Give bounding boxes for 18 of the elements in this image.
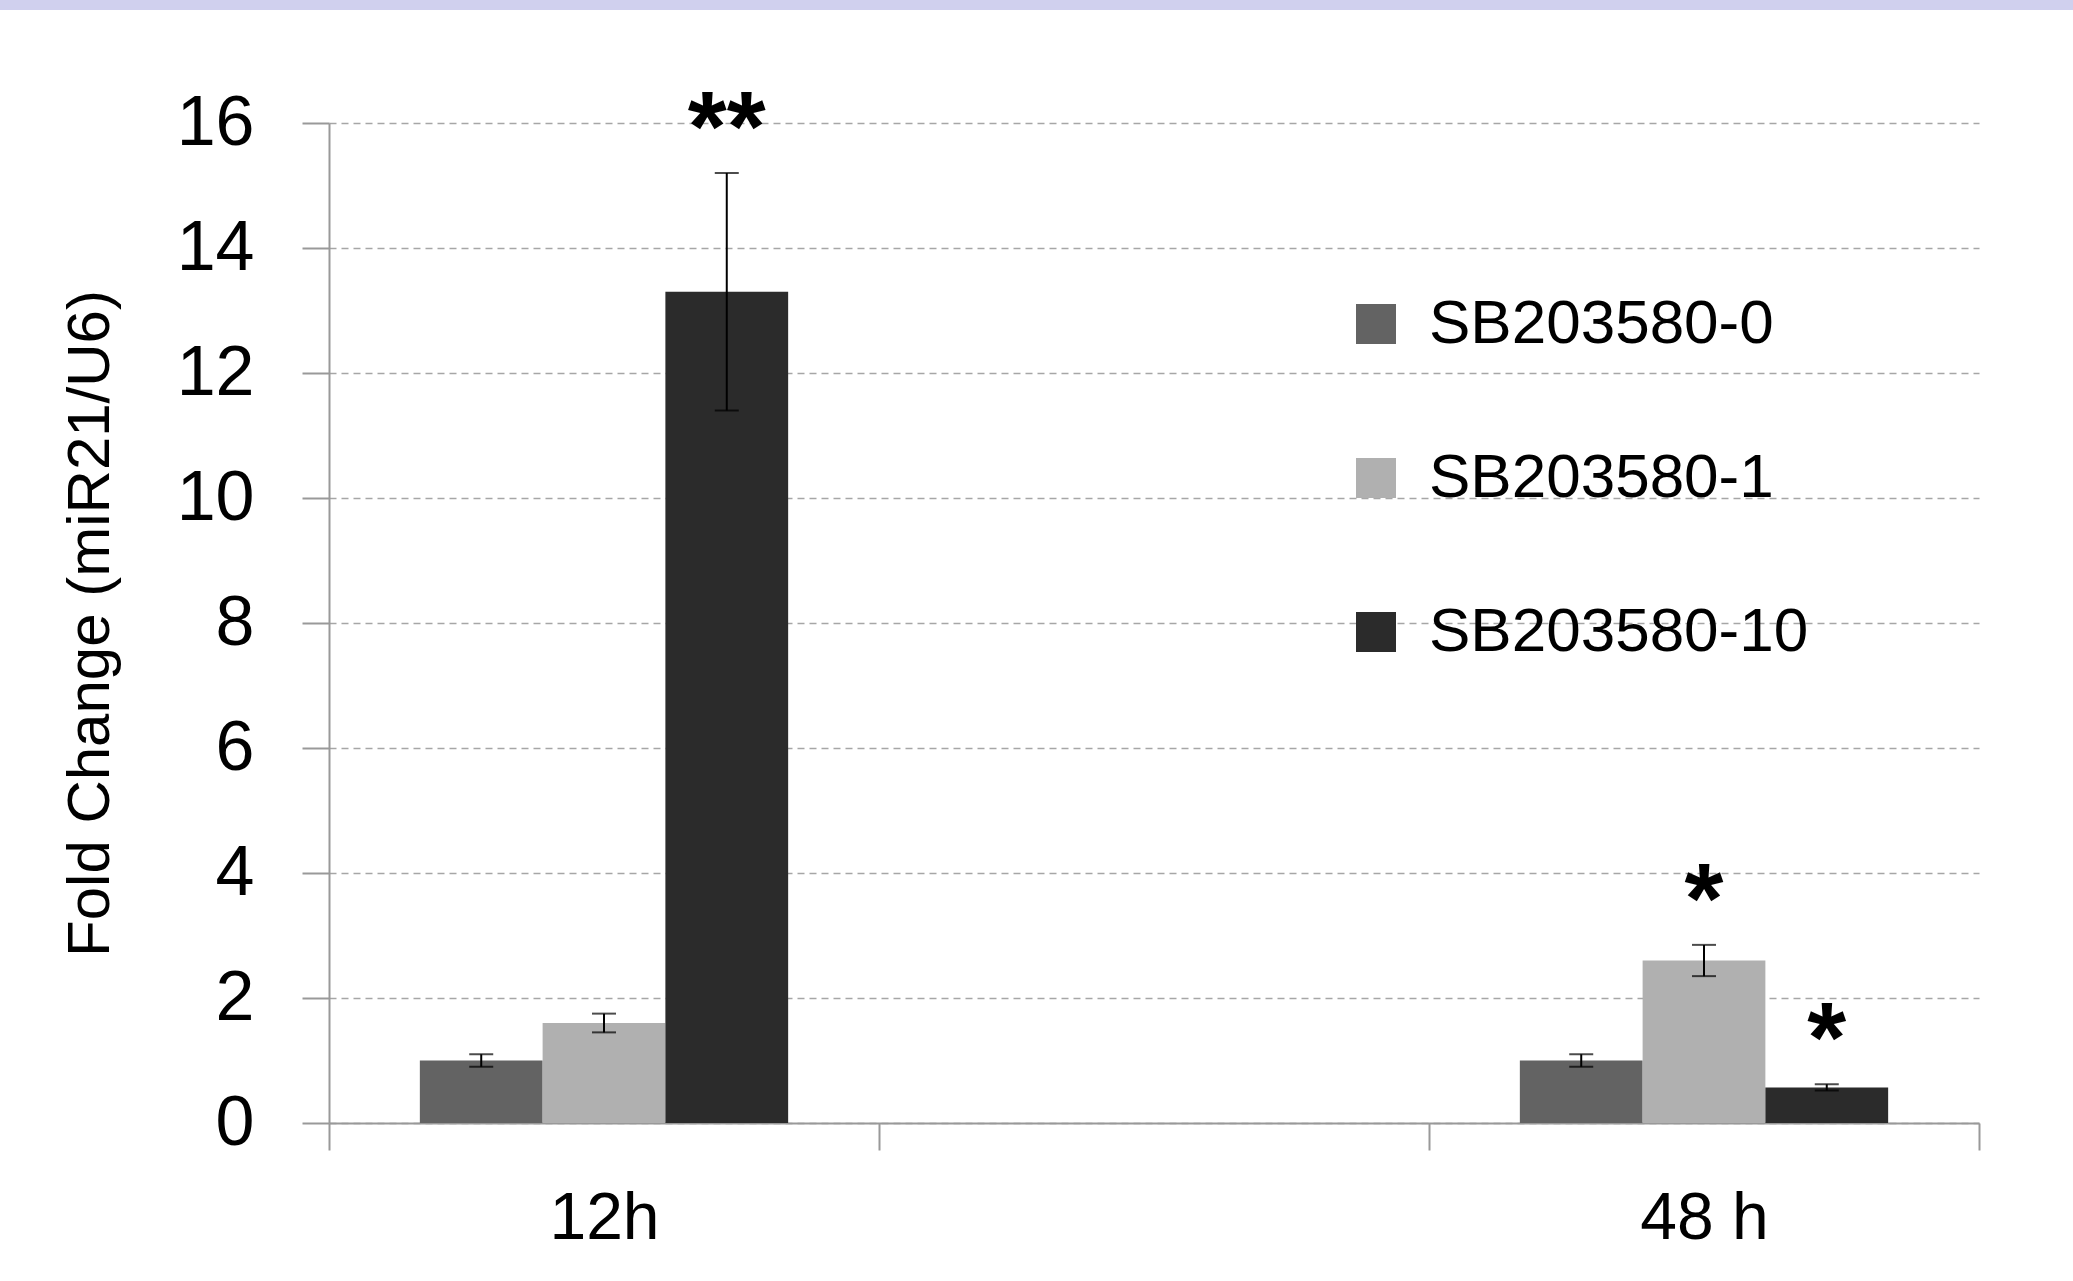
y-tick-label: 6 [215,706,255,785]
y-tick-label: 0 [215,1081,255,1160]
legend-label: SB203580-1 [1429,441,1774,510]
legend-label: SB203580-0 [1429,287,1774,356]
data-label: * [1684,841,1724,954]
x-tick-label: 12h [549,1178,660,1253]
data-label: ** [687,70,766,182]
y-tick-label: 14 [176,206,255,285]
x-tick-label: 48 h [1640,1178,1769,1253]
y-tick-label: 16 [176,81,255,160]
legend-label: SB203580-10 [1429,595,1809,664]
y-tick-label: 8 [215,581,255,660]
y-tick-label: 10 [176,456,255,535]
y-tick-label: 4 [215,831,255,910]
data-label: * [1807,981,1847,1094]
y-axis-title: Fold Change (miR21/U6) [54,290,122,957]
y-tick-label: 12 [176,331,255,410]
y-tick-label: 2 [215,956,255,1035]
